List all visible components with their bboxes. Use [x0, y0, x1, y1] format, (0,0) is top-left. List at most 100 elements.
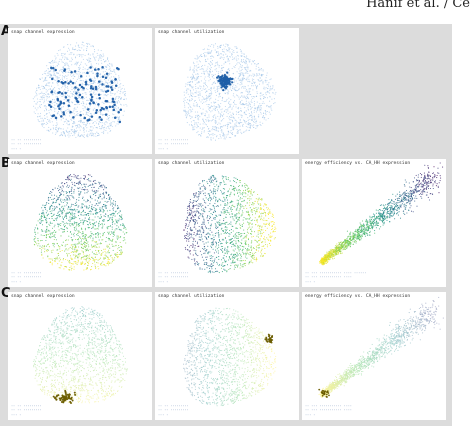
data-point	[106, 89, 110, 93]
data-point	[70, 230, 72, 233]
data-point	[64, 63, 66, 65]
data-point	[43, 216, 45, 218]
data-point	[217, 99, 219, 102]
data-point	[77, 260, 79, 262]
data-point	[61, 106, 63, 108]
data-point	[49, 230, 51, 232]
data-point	[77, 123, 79, 126]
data-point	[227, 203, 229, 205]
data-point	[87, 84, 89, 87]
data-point	[237, 62, 239, 64]
data-point	[247, 190, 249, 192]
data-point	[249, 106, 252, 108]
data-point	[210, 120, 212, 122]
data-point	[229, 105, 231, 107]
data-point	[202, 228, 204, 230]
data-point	[84, 176, 86, 178]
data-point	[69, 261, 71, 263]
data-point	[247, 57, 249, 60]
data-point	[208, 121, 210, 123]
data-point	[53, 101, 55, 104]
data-point	[201, 133, 203, 135]
data-point	[185, 111, 187, 113]
data-point	[248, 112, 250, 115]
data-point	[221, 69, 223, 72]
data-point	[241, 68, 243, 70]
data-point	[41, 85, 43, 87]
data-point	[109, 217, 111, 219]
data-point	[46, 226, 48, 228]
data-point	[35, 95, 37, 97]
data-point	[256, 211, 258, 213]
data-point	[70, 90, 72, 93]
data-point	[251, 80, 254, 82]
data-point	[187, 110, 190, 112]
data-point	[50, 236, 52, 238]
data-point	[75, 226, 77, 228]
data-point	[114, 223, 116, 225]
data-point	[68, 69, 70, 71]
data-point	[57, 263, 59, 265]
data-point	[49, 197, 51, 199]
data-point	[97, 132, 99, 134]
data-point	[42, 204, 44, 206]
data-point	[111, 64, 113, 66]
data-point	[95, 209, 97, 212]
data-point	[243, 192, 245, 194]
data-point	[118, 78, 120, 80]
data-point	[99, 111, 101, 113]
data-point	[197, 130, 199, 132]
data-point	[191, 211, 193, 213]
data-point	[197, 93, 199, 96]
data-point	[120, 246, 122, 248]
data-point	[78, 224, 80, 226]
data-point	[107, 109, 109, 111]
data-point	[243, 78, 245, 80]
data-point	[66, 254, 68, 256]
data-point	[227, 58, 229, 60]
data-point	[107, 75, 109, 77]
data-point	[185, 112, 187, 114]
data-point	[235, 56, 237, 58]
data-point	[205, 101, 207, 103]
data-point	[230, 86, 232, 88]
data-point	[39, 121, 41, 123]
data-point	[77, 230, 79, 232]
data-point	[224, 134, 226, 136]
data-point	[195, 88, 197, 90]
data-point	[231, 216, 233, 218]
data-point	[91, 82, 93, 85]
data-point	[205, 119, 207, 121]
data-point	[105, 72, 109, 75]
data-point	[34, 107, 36, 109]
data-point	[94, 107, 96, 109]
data-point	[201, 102, 204, 104]
data-point	[238, 111, 240, 114]
data-point	[49, 258, 51, 260]
data-point	[204, 98, 206, 100]
data-point	[255, 260, 257, 262]
data-point	[105, 241, 107, 243]
data-point	[253, 203, 255, 205]
data-point	[60, 133, 62, 135]
data-point	[189, 66, 191, 68]
data-point	[268, 92, 270, 94]
data-point	[209, 259, 211, 262]
data-point	[218, 223, 220, 225]
data-point	[68, 53, 70, 55]
data-point	[233, 88, 235, 90]
data-point	[72, 74, 74, 76]
data-point	[80, 246, 83, 248]
data-point	[265, 77, 267, 79]
data-point	[45, 219, 47, 221]
data-point	[93, 207, 95, 209]
data-point	[226, 264, 229, 266]
data-point	[251, 60, 253, 62]
data-point	[234, 125, 236, 127]
data-point	[92, 134, 94, 136]
data-point	[235, 125, 237, 127]
data-point	[188, 81, 190, 83]
data-point	[117, 121, 119, 123]
data-point	[73, 128, 75, 130]
data-point	[113, 203, 115, 205]
